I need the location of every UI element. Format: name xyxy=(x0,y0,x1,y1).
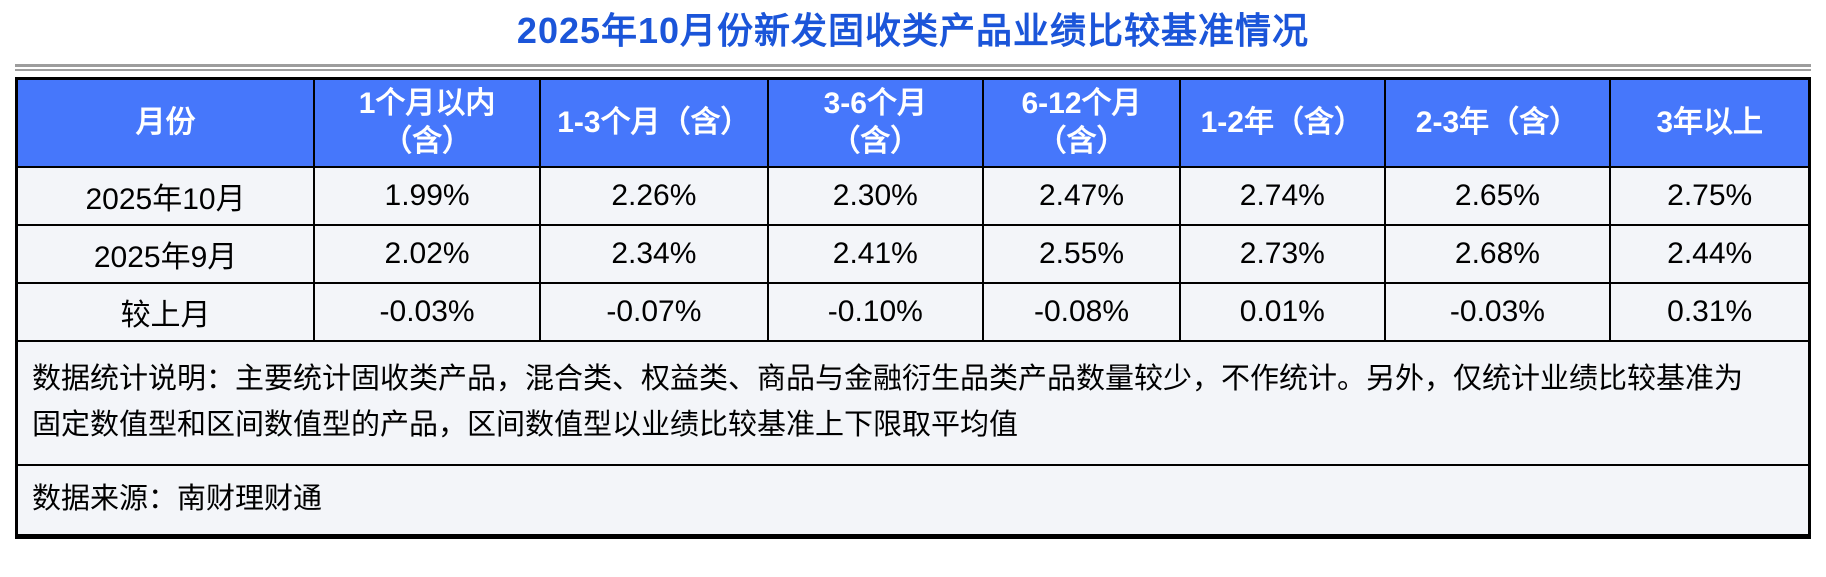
value-cell: 2.68% xyxy=(1383,223,1612,284)
value-cell: 2.30% xyxy=(766,165,984,226)
header-cell-over-3y: 3年以上 xyxy=(1609,77,1811,168)
statistics-note: 数据统计说明：主要统计固收类产品，混合类、权益类、商品与金融衍生品类产品数量较少… xyxy=(15,339,1811,466)
value-cell: 0.01% xyxy=(1179,281,1386,342)
value-cell: 2.75% xyxy=(1609,165,1811,226)
header-cell-month: 月份 xyxy=(15,77,316,168)
value-cell: 2.74% xyxy=(1179,165,1386,226)
value-cell: -0.08% xyxy=(981,281,1182,342)
value-cell: 2.34% xyxy=(539,223,769,284)
value-cell: -0.03% xyxy=(313,281,542,342)
header-cell-6-12m: 6-12个月 （含） xyxy=(981,77,1182,168)
header-cell-2-3y: 2-3年（含） xyxy=(1383,77,1612,168)
value-cell: 2.41% xyxy=(766,223,984,284)
value-cell: 2.73% xyxy=(1179,223,1386,284)
value-cell: -0.03% xyxy=(1383,281,1612,342)
header-cell-under-1m: 1个月以内 （含） xyxy=(313,77,542,168)
header-cell-1-3m: 1-3个月（含） xyxy=(539,77,769,168)
header-row: 月份 1个月以内 （含） 1-3个月（含） 3-6个月 （含） 6-12个月 （… xyxy=(15,77,1811,168)
table-row-sep-2025: 2025年9月 2.02% 2.34% 2.41% 2.55% 2.73% 2.… xyxy=(15,223,1811,284)
value-cell: -0.10% xyxy=(766,281,984,342)
value-cell: 0.31% xyxy=(1609,281,1811,342)
value-cell: 2.26% xyxy=(539,165,769,226)
value-cell: -0.07% xyxy=(539,281,769,342)
table-row-oct-2025: 2025年10月 1.99% 2.26% 2.30% 2.47% 2.74% 2… xyxy=(15,165,1811,226)
value-cell: 1.99% xyxy=(313,165,542,226)
value-cell: 2.44% xyxy=(1609,223,1811,284)
value-cell: 2.55% xyxy=(981,223,1182,284)
benchmark-table: 月份 1个月以内 （含） 1-3个月（含） 3-6个月 （含） 6-12个月 （… xyxy=(15,77,1811,539)
data-source: 数据来源：南财理财通 xyxy=(15,463,1811,537)
value-cell: 2.65% xyxy=(1383,165,1612,226)
value-cell: 2.47% xyxy=(981,165,1182,226)
header-cell-3-6m: 3-6个月 （含） xyxy=(766,77,984,168)
month-cell: 2025年9月 xyxy=(15,223,316,284)
month-cell: 较上月 xyxy=(15,281,316,342)
page-title: 2025年10月份新发固收类产品业绩比较基准情况 xyxy=(516,10,1310,51)
source-row: 数据来源：南财理财通 xyxy=(15,463,1811,537)
value-cell: 2.02% xyxy=(313,223,542,284)
table-row-mom-change: 较上月 -0.03% -0.07% -0.10% -0.08% 0.01% -0… xyxy=(15,281,1811,342)
month-cell: 2025年10月 xyxy=(15,165,316,226)
note-row: 数据统计说明：主要统计固收类产品，混合类、权益类、商品与金融衍生品类产品数量较少… xyxy=(15,339,1811,466)
title-divider xyxy=(15,64,1811,71)
header-cell-1-2y: 1-2年（含） xyxy=(1179,77,1386,168)
